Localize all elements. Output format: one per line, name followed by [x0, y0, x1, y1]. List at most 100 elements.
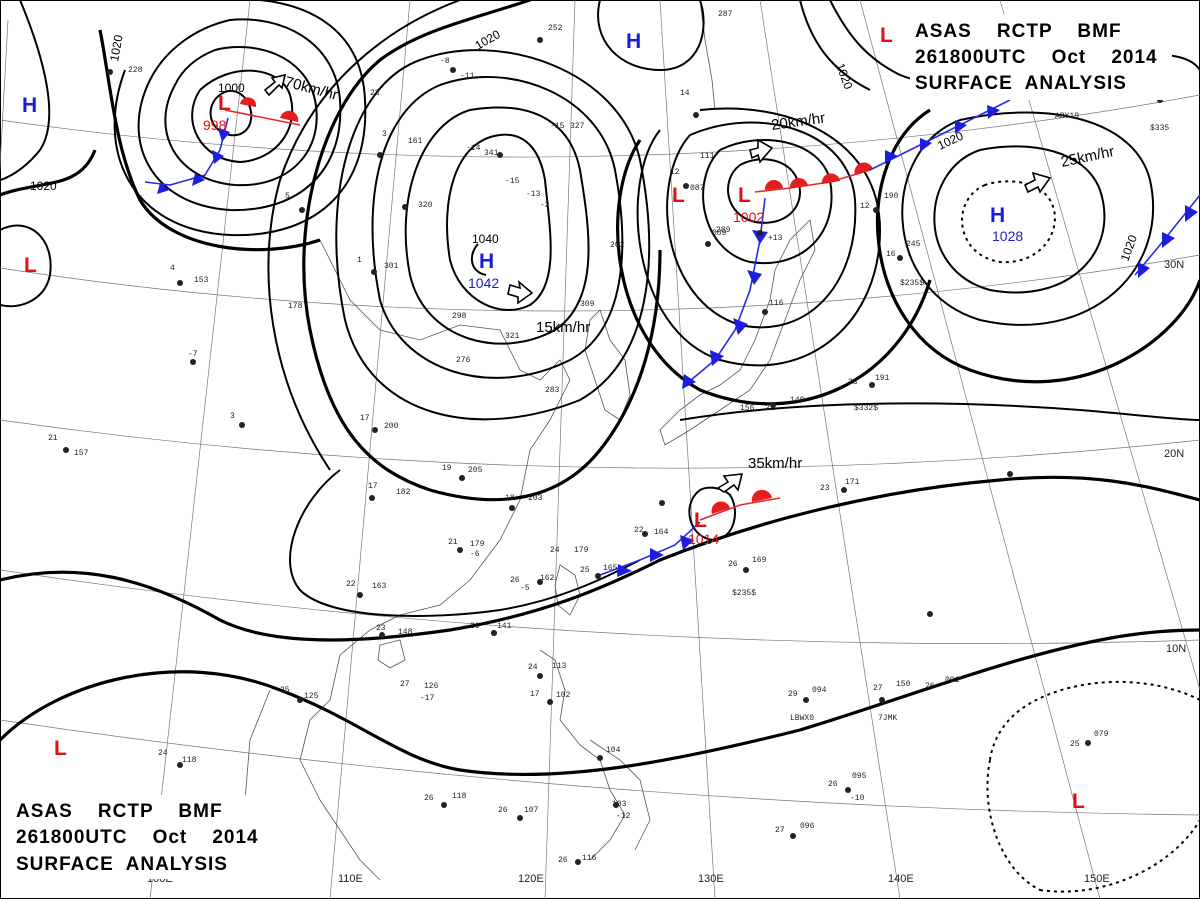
station-dot	[841, 487, 847, 493]
cold-front-japan-east-tri-3	[955, 120, 967, 134]
station-dot	[402, 204, 408, 210]
longitude-line-160e	[999, 0, 1200, 691]
isobar-south-second	[679, 402, 1200, 421]
station-value: 287	[718, 10, 733, 19]
station-dot	[239, 422, 245, 428]
isobar-nw-low-1000	[209, 89, 253, 137]
cold-front-nw-tri-3	[192, 173, 205, 186]
station-value: 14	[680, 89, 690, 98]
coast-hainan	[377, 639, 406, 669]
station-value: 289	[716, 226, 731, 235]
chart-header: ASAS RCTP BMF 261800UTC Oct 2014 SURFACE…	[910, 14, 1172, 100]
footer-line-2: 261800UTC Oct 2014	[16, 827, 259, 848]
station-dot	[537, 37, 543, 43]
station-value: 4	[170, 264, 175, 273]
coast-china	[319, 239, 571, 701]
station-value: 26	[558, 856, 568, 865]
station-value: 21	[448, 538, 458, 547]
station-value: -8	[440, 57, 450, 66]
high-east-pressure: 1028	[992, 228, 1023, 244]
station-value: 19	[442, 464, 452, 473]
isobar-north-right	[799, 0, 871, 91]
low-center-japan: L	[738, 184, 751, 207]
cold-front-east-edge	[1134, 194, 1200, 276]
isobar-label-central-high: 1040	[472, 232, 499, 246]
isobar-central-4	[335, 49, 651, 421]
station-dot	[379, 632, 385, 638]
station-value: 118	[452, 792, 467, 801]
low-center-se: L	[1072, 790, 1085, 813]
isobar-japan-low-1008	[702, 139, 833, 265]
cold-front-japan-east-tri-4	[987, 105, 1000, 119]
isobar-west-1020	[0, 149, 97, 197]
station-value: 205	[468, 466, 483, 475]
station-value: $235$	[732, 589, 756, 598]
station-value: $235$	[900, 279, 924, 288]
footer-line-1: ASAS RCTP BMF	[16, 801, 223, 822]
low-center-sw: L	[54, 737, 67, 760]
isobar-se-low	[986, 680, 1200, 893]
warm-front-japan-semi-1	[764, 179, 783, 190]
station-value: 309	[580, 300, 595, 309]
low-center-nw: L	[218, 92, 231, 115]
station-value: 17	[368, 482, 378, 491]
isobar-label-nw-low: 1000	[218, 81, 245, 95]
station-dot	[457, 547, 463, 553]
station-value: 321	[505, 332, 520, 341]
low-nw-pressure: 998	[203, 117, 227, 133]
station-value: 24	[158, 749, 168, 758]
station-value: 298	[452, 312, 467, 321]
isobar-south-main	[0, 475, 1200, 642]
station-dot	[297, 697, 303, 703]
chart-footer: ASAS RCTP BMF 261800UTC Oct 2014 SURFACE…	[12, 795, 282, 879]
coast-sakhalin	[699, 0, 716, 111]
warm-front-japan-semi-3	[821, 173, 840, 184]
station-value: 103	[612, 800, 627, 809]
station-value: 320	[418, 201, 433, 210]
cold-front-japan-south-tri-1	[752, 230, 768, 244]
station-dot	[897, 255, 903, 261]
warm-front-nw	[224, 109, 301, 126]
station-value: 26	[470, 622, 480, 631]
station-value: 163	[372, 582, 387, 591]
station-value: +13	[768, 234, 783, 243]
station-value: 12	[670, 168, 680, 177]
speed-central-high: 15km/hr	[536, 319, 590, 336]
station-value: 22	[346, 580, 356, 589]
isobar-central-3	[371, 76, 624, 379]
station-value: 26	[925, 682, 935, 691]
station-value: LBWX0	[790, 714, 814, 723]
station-value: 203	[528, 494, 543, 503]
isobar-japan-low-1012	[666, 121, 857, 329]
cold-front-japan-east-tri-1	[885, 150, 898, 164]
station-dot	[770, 402, 776, 408]
station-dot	[693, 112, 699, 118]
station-value: 23	[376, 624, 386, 633]
station-value: 161	[408, 137, 423, 146]
station-value: 276	[456, 356, 471, 365]
warm-front-japan-semi-4	[854, 162, 873, 175]
low-center-japan-west: L	[672, 184, 685, 207]
coast-philippines	[539, 649, 651, 861]
station-value: 7JMK	[878, 714, 897, 723]
pressure-centers: H H H 1042 H 1028 L 998 L L L 1002 L L 1…	[22, 24, 1085, 813]
station-value: 5	[285, 192, 290, 201]
header-background	[910, 14, 1172, 100]
cold-front-nw-tri-4	[157, 183, 170, 194]
isobar-nw-1020	[98, 29, 321, 252]
station-value: 169	[752, 556, 767, 565]
cold-front-east-tri-1	[1185, 205, 1198, 222]
isobar-south-loop	[289, 469, 641, 617]
longitude-line-120e	[544, 0, 576, 899]
high-center-central: H	[479, 250, 494, 273]
station-value: 23	[848, 378, 858, 387]
station-value: 200	[384, 422, 399, 431]
station-dot	[537, 673, 543, 679]
station-value: 27	[775, 826, 785, 835]
station-value: 087	[690, 184, 705, 193]
station-value: 1	[357, 256, 362, 265]
station-dot	[927, 611, 933, 617]
station-value: -17	[420, 694, 435, 703]
